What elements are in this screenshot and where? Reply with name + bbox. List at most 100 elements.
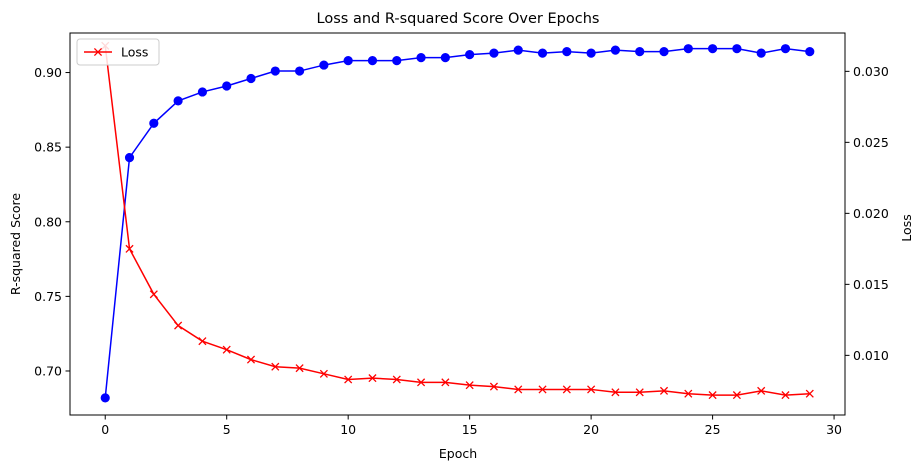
series-line (104, 45, 810, 396)
x-axis-title: Epoch (439, 446, 477, 461)
x-tick-label: 10 (340, 422, 356, 437)
data-point (125, 244, 134, 253)
marker-stroke (222, 345, 231, 354)
data-point (246, 355, 256, 364)
data-point (684, 389, 693, 398)
marker-stroke (659, 386, 669, 395)
series-loss (101, 41, 814, 400)
marker-stroke (392, 375, 401, 384)
data-point (149, 118, 159, 128)
data-point (610, 45, 621, 55)
x-tick-label: 20 (583, 422, 599, 437)
x-tick-label: 25 (705, 422, 721, 437)
data-point (562, 47, 572, 57)
marker-stroke (295, 364, 304, 373)
marker-stroke (732, 391, 741, 400)
marker-stroke (271, 362, 280, 371)
marker-stroke (319, 369, 328, 378)
y-tick-label-right: 0.015 (853, 277, 889, 292)
data-point (416, 378, 426, 387)
y-tick-label-right: 0.020 (853, 206, 889, 221)
y-tick-label-right: 0.030 (853, 64, 889, 79)
y-tick-label-left: 0.80 (34, 214, 62, 229)
marker-stroke (198, 337, 207, 346)
y-tick-label-right: 0.010 (853, 348, 889, 363)
x-tick-label: 5 (223, 422, 231, 437)
plot-area (100, 41, 815, 403)
data-point (537, 48, 548, 58)
data-point (367, 56, 378, 66)
data-point (781, 391, 790, 400)
data-point (707, 44, 718, 54)
marker-stroke (562, 385, 571, 394)
marker-stroke (174, 321, 183, 330)
y-axis-right-title: Loss (899, 214, 914, 241)
plot-frame (69, 32, 846, 416)
marker-stroke (635, 388, 644, 397)
chart-title: Loss and R-squared Score Over Epochs (317, 11, 600, 27)
data-point (732, 391, 741, 400)
data-point (611, 388, 620, 397)
y-tick-label-left: 0.70 (34, 363, 62, 378)
data-point (780, 44, 791, 54)
data-point (732, 44, 742, 54)
data-point (270, 66, 280, 76)
data-point (757, 386, 766, 395)
y-tick-label-left: 0.85 (34, 140, 62, 155)
data-point (344, 375, 353, 384)
data-point (198, 337, 207, 346)
data-point (222, 81, 232, 91)
data-point (392, 56, 402, 66)
marker-stroke (684, 389, 693, 398)
marker-stroke (344, 375, 353, 384)
data-point (319, 369, 328, 378)
data-point (683, 44, 693, 54)
data-point (149, 290, 158, 299)
data-point (197, 87, 208, 97)
data-point (100, 393, 110, 403)
data-point (465, 381, 474, 390)
marker-stroke (489, 382, 499, 391)
marker-stroke (441, 378, 450, 387)
legend-marker (93, 47, 103, 57)
data-point (294, 66, 305, 76)
data-point (562, 385, 571, 394)
marker-stroke (708, 391, 717, 400)
legend-label-loss: Loss (121, 45, 148, 60)
marker-stroke (416, 378, 426, 387)
x-tick-label: 30 (826, 422, 842, 437)
x-tick-label: 15 (462, 422, 478, 437)
data-point (319, 60, 329, 70)
data-point (246, 73, 256, 84)
marker-stroke (611, 388, 620, 397)
marker-stroke (805, 389, 814, 398)
data-point (173, 96, 183, 106)
data-point (392, 375, 401, 384)
marker-stroke (757, 386, 766, 395)
y-tick-label-left: 0.90 (34, 65, 62, 80)
data-point (271, 362, 280, 371)
marker-stroke (465, 381, 474, 390)
legend-box (76, 38, 160, 66)
marker-stroke (368, 374, 377, 383)
marker-stroke (514, 385, 523, 394)
data-point (708, 391, 717, 400)
data-point (440, 53, 450, 63)
marker-stroke (781, 391, 790, 400)
data-point (489, 48, 499, 58)
marker-stroke (125, 244, 134, 253)
data-point (805, 389, 814, 398)
data-point (174, 321, 183, 330)
marker-stroke (149, 290, 158, 299)
y-tick-label-left: 0.75 (34, 289, 62, 304)
data-point (514, 385, 523, 394)
y-tick-label-right: 0.025 (853, 135, 889, 150)
marker-stroke (246, 355, 256, 364)
data-point (587, 385, 596, 394)
data-point (222, 345, 231, 354)
data-point (489, 382, 499, 391)
data-point (295, 364, 304, 373)
axes: 0 5 10 15 20 25 30 0.70 0.75 0.80 0.85 0.90 0.010 0.0… (34, 32, 889, 437)
data-point (368, 374, 377, 383)
